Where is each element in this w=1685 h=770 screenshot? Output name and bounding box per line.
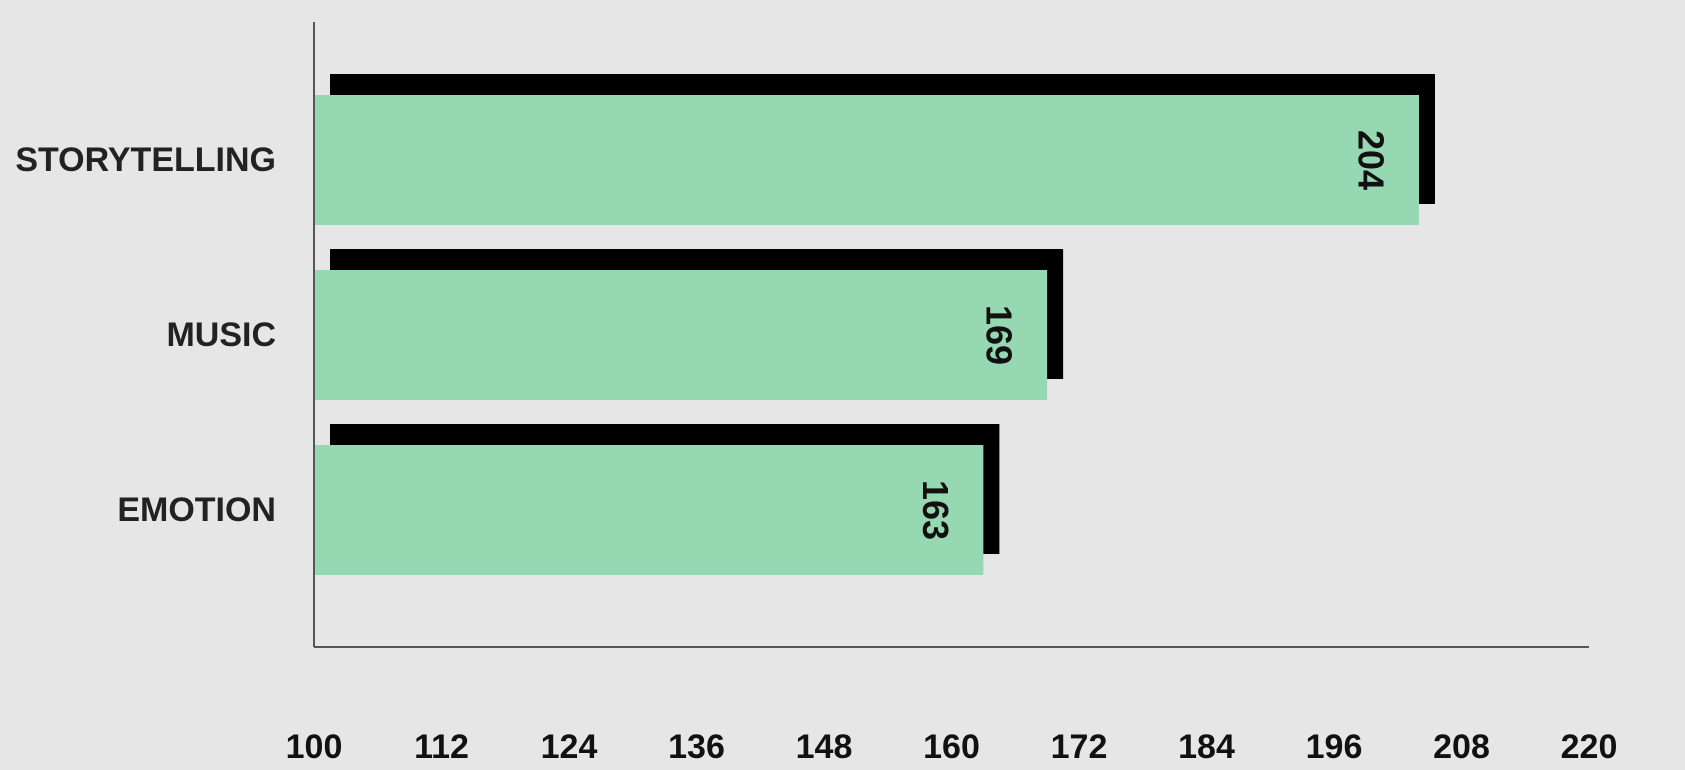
category-label-storytelling: STORYTELLING xyxy=(15,141,276,179)
value-label-storytelling: 204 xyxy=(1351,130,1392,190)
x-tick-label-208: 208 xyxy=(1433,728,1490,766)
x-tick-label-160: 160 xyxy=(923,728,980,766)
x-tick-label-184: 184 xyxy=(1178,728,1235,766)
bars-layer: 204 169 163 xyxy=(314,74,1435,575)
value-label-music: 169 xyxy=(979,305,1020,365)
category-label-music: MUSIC xyxy=(166,316,276,354)
x-tick-label-196: 196 xyxy=(1306,728,1363,766)
x-tick-label-124: 124 xyxy=(541,728,598,766)
x-tick-label-100: 100 xyxy=(286,728,343,766)
bar-emotion xyxy=(314,445,984,575)
value-label-emotion: 163 xyxy=(915,480,956,540)
x-tick-label-148: 148 xyxy=(796,728,853,766)
x-tick-label-112: 112 xyxy=(414,728,469,766)
x-tick-label-172: 172 xyxy=(1051,728,1108,766)
x-tick-labels: 100 112 124 136 148 160 172 184 196 208 220 xyxy=(286,728,1618,766)
bar-music xyxy=(314,270,1048,400)
bar-storytelling xyxy=(314,95,1419,225)
category-labels: STORYTELLING MUSIC EMOTION xyxy=(15,141,276,529)
x-tick-label-136: 136 xyxy=(668,728,725,766)
x-tick-label-220: 220 xyxy=(1561,728,1618,766)
category-label-emotion: EMOTION xyxy=(117,491,276,529)
